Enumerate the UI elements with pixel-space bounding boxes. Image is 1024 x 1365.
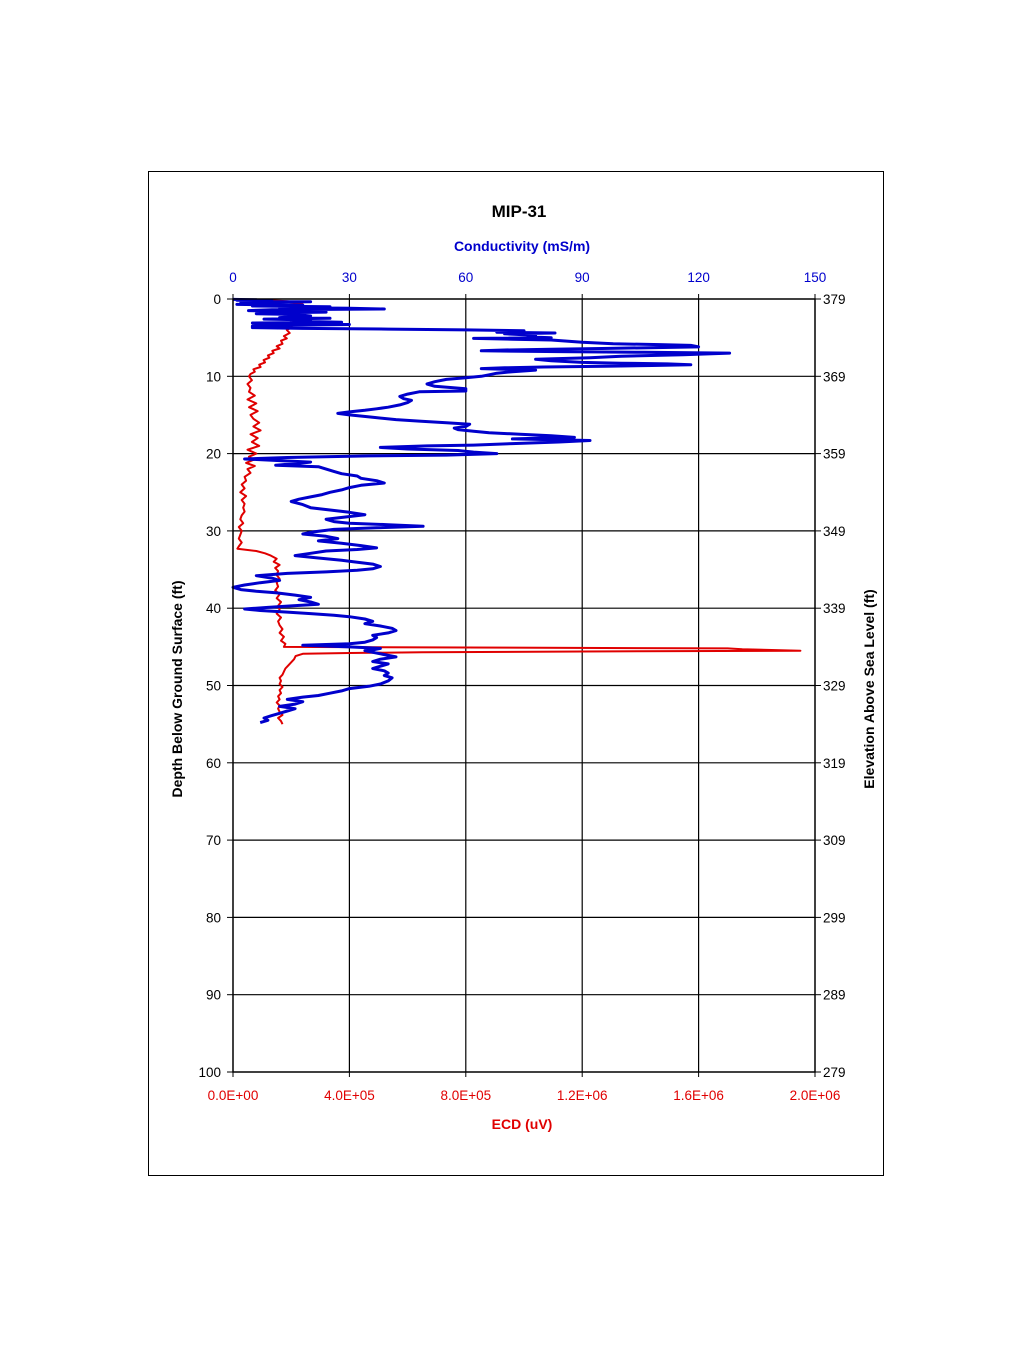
depth-tick-label: 90 [206, 988, 221, 1003]
series-group [231, 297, 802, 725]
elevation-tick-label: 359 [823, 447, 846, 462]
depth-tick-label: 60 [206, 756, 221, 771]
elevation-tick-label: 299 [823, 910, 846, 925]
left-axis-label: Depth Below Ground Surface (ft) [169, 581, 185, 798]
conductivity-tick-label: 30 [342, 270, 357, 285]
depth-tick-label: 50 [206, 679, 221, 694]
ecd-tick-label: 1.6E+06 [673, 1088, 724, 1103]
ecd-tick-label: 4.0E+05 [324, 1088, 375, 1103]
depth-tick-label: 100 [198, 1065, 221, 1080]
chart-frame: MIP-31 Conductivity (mS/m) ECD (uV) Dept… [148, 171, 884, 1176]
top-axis-label: Conductivity (mS/m) [454, 238, 590, 254]
depth-tick-label: 0 [213, 292, 221, 307]
conductivity-tick-label: 0 [229, 270, 237, 285]
ecd-tick-label: 8.0E+05 [440, 1088, 491, 1103]
conductivity-series-line [231, 297, 732, 725]
bottom-axis-label: ECD (uV) [492, 1116, 553, 1132]
depth-tick-label: 20 [206, 447, 221, 462]
ecd-tick-label: 0.0E+00 [208, 1088, 259, 1103]
grid [227, 294, 821, 1077]
plot-area-border [232, 298, 816, 1073]
conductivity-tick-label: 90 [575, 270, 590, 285]
elevation-tick-label: 319 [823, 756, 846, 771]
depth-tick-label: 10 [206, 369, 221, 384]
depth-tick-label: 30 [206, 524, 221, 539]
elevation-tick-label: 329 [823, 679, 846, 694]
ecd-series-line [236, 298, 802, 725]
elevation-tick-label: 339 [823, 601, 846, 616]
depth-tick-label: 70 [206, 833, 221, 848]
conductivity-tick-label: 60 [458, 270, 473, 285]
elevation-tick-label: 279 [823, 1065, 846, 1080]
depth-tick-label: 80 [206, 910, 221, 925]
ecd-tick-label: 2.0E+06 [790, 1088, 841, 1103]
elevation-tick-label: 349 [823, 524, 846, 539]
elevation-tick-label: 369 [823, 369, 846, 384]
elevation-tick-label: 289 [823, 988, 846, 1003]
conductivity-tick-label: 120 [687, 270, 710, 285]
elevation-tick-label: 309 [823, 833, 846, 848]
chart-svg: MIP-31 Conductivity (mS/m) ECD (uV) Dept… [169, 202, 877, 1132]
chart-title: MIP-31 [492, 202, 547, 221]
conductivity-tick-label: 150 [804, 270, 827, 285]
tick-labels: 0 379 10 369 20 359 30 349 40 339 50 329 60 319 70 309 8… [198, 270, 845, 1103]
depth-tick-label: 40 [206, 601, 221, 616]
elevation-tick-label: 379 [823, 292, 846, 307]
right-axis-label: Elevation Above Sea Level (ft) [861, 589, 877, 788]
ecd-tick-label: 1.2E+06 [557, 1088, 608, 1103]
